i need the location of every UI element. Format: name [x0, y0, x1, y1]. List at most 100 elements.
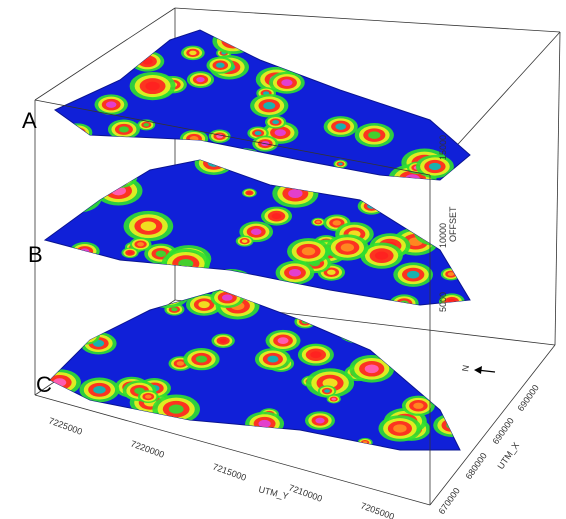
surface-patch: [441, 194, 462, 207]
tick-label: 670000: [436, 486, 461, 516]
surface-patch: [335, 123, 347, 130]
surface-patch: [374, 38, 406, 59]
surface-patch: [100, 288, 119, 300]
surface-patch: [244, 30, 272, 39]
surface-patch: [55, 138, 76, 151]
surface-patch: [390, 301, 399, 306]
surface-patch: [96, 40, 104, 45]
surface-patch: [294, 292, 318, 305]
surface-patch: [160, 290, 175, 299]
surface-patch: [412, 42, 426, 51]
surface-patch: [45, 276, 53, 286]
surface-patch: [436, 393, 460, 408]
surface-patch: [65, 77, 91, 93]
surface-patch: [63, 165, 84, 178]
surface-patch: [175, 423, 191, 433]
surface-patch: [45, 160, 52, 164]
axis-title: OFFSET: [448, 206, 458, 242]
surface-patch: [441, 418, 460, 432]
surface-patch: [447, 298, 456, 304]
surface-patch: [56, 404, 67, 411]
surface-patch: [59, 186, 97, 210]
surface-patch: [367, 203, 376, 209]
surface-patch: [45, 160, 55, 166]
surface-patch: [402, 36, 437, 58]
north-arrow: N: [460, 364, 496, 374]
surface-patch: [113, 173, 126, 181]
surface-patch: [322, 378, 338, 388]
surface-patch: [173, 292, 178, 295]
surface-patch: [50, 299, 68, 317]
surface-patch: [430, 30, 445, 38]
surface-patch: [54, 254, 92, 277]
surface-patch: [189, 136, 199, 142]
surface-patch: [310, 351, 322, 359]
surface-patch: [459, 166, 470, 176]
surface-patch: [448, 198, 455, 203]
surface-patch: [430, 359, 445, 369]
surface-patch: [338, 162, 343, 166]
surface-patch: [341, 319, 377, 341]
surface-patch: [165, 30, 173, 34]
surface-patch: [75, 329, 97, 343]
surface-patch: [331, 397, 336, 401]
surface-patch: [55, 117, 64, 128]
surface-patch: [97, 41, 102, 44]
surface-patch: [442, 98, 453, 106]
surfaces: [43, 29, 471, 451]
surface-patch: [172, 291, 180, 296]
surface-patch: [45, 160, 61, 170]
surface-patch: [81, 333, 91, 339]
surface-patch: [54, 183, 88, 204]
surface-patch: [99, 313, 104, 317]
surface-patch: [222, 294, 233, 301]
surface-patch: [438, 103, 470, 127]
layer-label: C: [36, 372, 52, 397]
surface-patch: [142, 58, 153, 65]
surface-patch: [104, 291, 115, 298]
surface-patch: [431, 69, 443, 77]
surface-patch: [412, 34, 426, 43]
surface-patch: [58, 185, 84, 201]
surface-patch: [94, 310, 109, 320]
surface-patch: [381, 42, 399, 54]
surface-patch: [65, 167, 81, 176]
surface-patch: [97, 312, 106, 318]
surface-patch: [429, 101, 448, 113]
surface-patch: [150, 290, 185, 306]
surface-patch: [223, 279, 239, 289]
surface-patch: [456, 164, 470, 178]
surface-patch: [463, 168, 470, 174]
surface-patch: [65, 125, 90, 140]
surface-patch: [413, 402, 424, 409]
surface-patch: [217, 275, 245, 293]
surface-patch: [105, 101, 117, 108]
surface-patch: [277, 337, 289, 344]
surface-patch: [424, 81, 440, 91]
surface-patch: [203, 160, 225, 170]
surface-patch: [53, 299, 78, 314]
surface-patch: [340, 243, 355, 252]
surface-patch: [138, 289, 152, 298]
offset-axis: 5000 10000 15000 OFFSET: [438, 135, 458, 312]
surface-patch: [95, 311, 108, 319]
surface-patch: [327, 269, 336, 275]
surface-patch: [195, 355, 208, 363]
surface-patch: [287, 42, 315, 59]
surface-patch: [274, 129, 286, 137]
tick-label: 15000: [438, 135, 448, 160]
surface-patch: [451, 111, 463, 119]
surface-patch: [250, 30, 266, 35]
surface-patch: [433, 103, 444, 111]
surface-patch: [62, 259, 84, 272]
surface-patch: [404, 174, 420, 180]
surface-patch: [184, 284, 197, 292]
surface-patch: [93, 385, 106, 394]
surface-patch: [447, 272, 455, 277]
surface-patch: [435, 105, 442, 110]
surface-patch: [155, 250, 167, 257]
surface-patch: [67, 261, 79, 269]
surface-patch: [55, 120, 59, 125]
surface-patch: [45, 267, 69, 296]
layer-label: A: [22, 108, 37, 133]
